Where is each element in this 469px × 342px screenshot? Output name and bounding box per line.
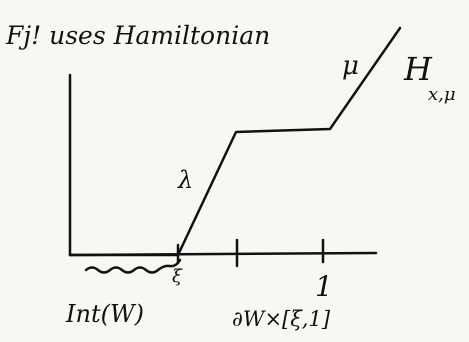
mu-label: μ <box>342 51 359 81</box>
h-label: H <box>403 50 433 88</box>
interior-label: Int(W) <box>65 300 144 328</box>
one-label: 1 <box>315 270 333 303</box>
sketch: Fj! uses Hamiltonian μ H x,μ λ ξ 1 Int(W… <box>0 0 469 338</box>
xi-label: ξ <box>172 266 183 287</box>
h-subscript: x,μ <box>428 84 456 105</box>
title: Fj! uses Hamiltonian <box>5 21 270 50</box>
lambda-label: λ <box>177 166 193 194</box>
collar-label: ∂W×[ξ,1] <box>232 307 331 331</box>
